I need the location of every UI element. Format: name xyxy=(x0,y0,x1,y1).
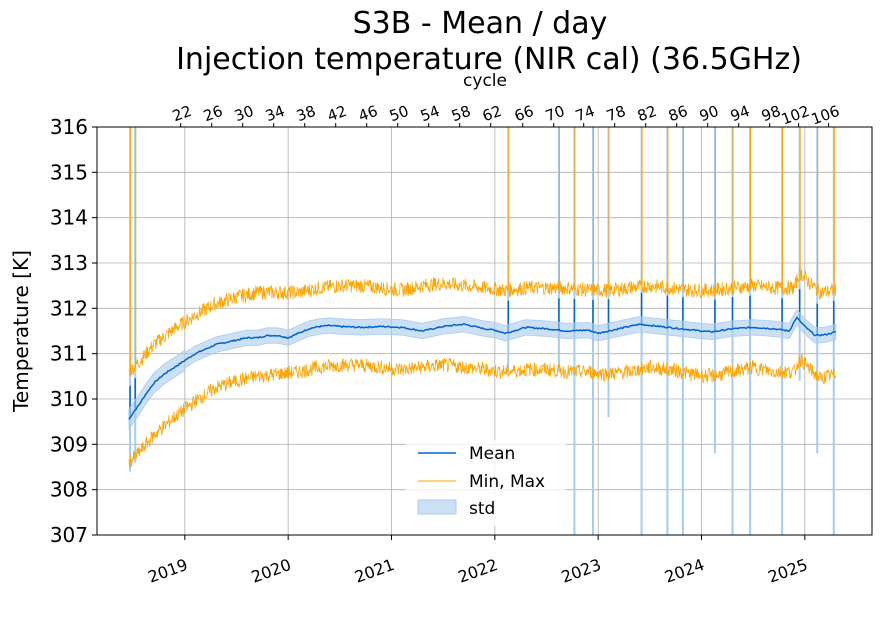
cycle-tick-label: 54 xyxy=(418,102,442,125)
cycle-tick-label: 94 xyxy=(728,102,752,125)
cycle-tick-label: 26 xyxy=(201,102,225,125)
cycle-tick-label: 38 xyxy=(294,102,318,125)
cycle-tick-label: 22 xyxy=(170,102,194,125)
legend-mean-label: Mean xyxy=(469,444,515,464)
x-tick-label: 2024 xyxy=(662,555,707,587)
x-tick-label: 2023 xyxy=(559,555,604,587)
cycle-tick-label: 50 xyxy=(387,102,411,125)
cycle-tick-label: 74 xyxy=(573,102,597,125)
cycle-tick-label: 106 xyxy=(809,102,842,129)
x-tick-label: 2022 xyxy=(455,555,500,587)
cycle-tick-label: 86 xyxy=(666,102,690,125)
y-tick-label: 314 xyxy=(50,206,88,230)
cycle-tick-label: 42 xyxy=(325,102,349,125)
min-line xyxy=(128,353,837,469)
cycle-tick-label: 102 xyxy=(779,102,812,129)
x-tick-label: 2019 xyxy=(145,555,190,587)
x-tick-label: 2025 xyxy=(765,555,810,587)
y-tick-label: 316 xyxy=(50,115,88,139)
cycle-tick-label: 34 xyxy=(263,102,287,125)
x-tick-label: 2020 xyxy=(249,555,294,587)
legend-std-label: std xyxy=(469,499,495,519)
chart-title: S3B - Mean / day xyxy=(352,6,608,41)
y-tick-label: 310 xyxy=(50,387,88,411)
y-axis-label: Temperature [K] xyxy=(9,250,33,413)
y-tick-label: 313 xyxy=(50,251,88,275)
cycle-tick-label: 78 xyxy=(604,102,628,125)
y-tick-label: 312 xyxy=(50,296,88,320)
y-tick-label: 308 xyxy=(50,478,88,502)
axes: 307 308 309 310 311 312 313 314 315 316 2019 2020 20… xyxy=(50,102,842,587)
cycle-axis-label: cycle xyxy=(463,71,507,91)
chart-subtitle: Injection temperature (NIR cal) (36.5GHz… xyxy=(176,42,802,77)
x-tick-label: 2021 xyxy=(352,555,397,587)
cycle-tick-label: 30 xyxy=(232,102,256,125)
mean-line-layer xyxy=(128,316,836,420)
cycle-tick-label: 62 xyxy=(480,102,504,125)
y-tick-label: 307 xyxy=(50,523,88,547)
cycle-tick-label: 66 xyxy=(512,102,536,125)
mean-line xyxy=(128,316,836,420)
cycle-tick-label: 46 xyxy=(356,102,380,125)
cycle-tick-label: 58 xyxy=(449,102,473,125)
y-tick-label: 309 xyxy=(50,432,88,456)
std-band-layer xyxy=(128,309,837,431)
plot-frame xyxy=(96,126,873,536)
legend: Mean Min, Max std xyxy=(406,440,566,526)
legend-minmax-label: Min, Max xyxy=(469,472,545,492)
std-band xyxy=(128,309,837,431)
cycle-tick-label: 98 xyxy=(759,102,783,125)
cycle-tick-label: 70 xyxy=(543,102,567,125)
max-line xyxy=(128,265,837,377)
minmax-lines xyxy=(128,265,837,469)
y-tick-label: 311 xyxy=(50,342,88,366)
legend-std-swatch xyxy=(417,499,457,515)
cycle-tick-label: 90 xyxy=(697,102,721,125)
y-tick-label: 315 xyxy=(50,160,88,184)
cycle-tick-label: 82 xyxy=(635,102,659,125)
